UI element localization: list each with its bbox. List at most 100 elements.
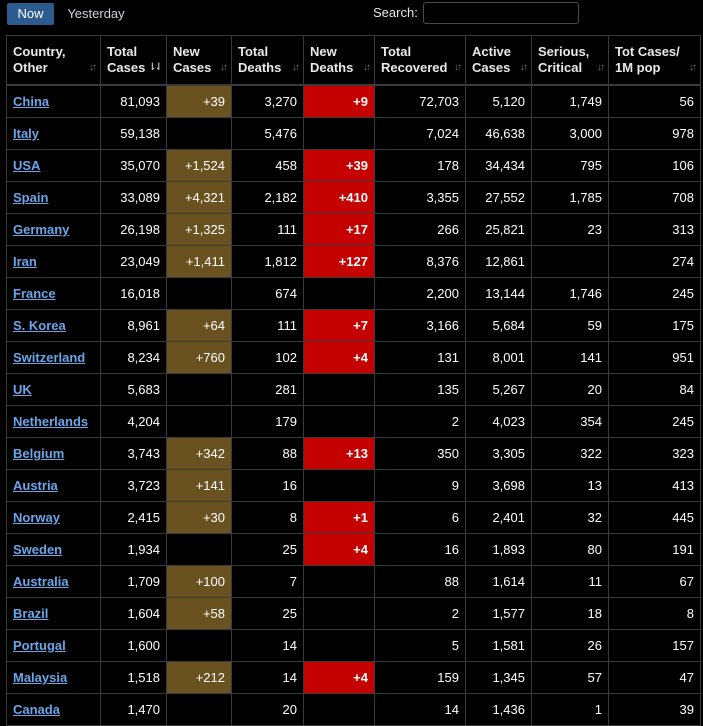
per-million-cell: 245 [608, 277, 701, 310]
active-cases-cell: 1,345 [465, 661, 532, 694]
active-cases-cell: 1,581 [465, 629, 532, 662]
country-link[interactable]: Iran [13, 254, 37, 269]
country-link[interactable]: Germany [13, 222, 70, 237]
country-link[interactable]: Canada [13, 702, 60, 717]
country-link[interactable]: USA [13, 158, 41, 173]
active-cases-cell: 27,552 [465, 181, 532, 214]
col-header-line2: Other [13, 60, 48, 75]
total-cases-cell: 23,049 [100, 245, 167, 278]
per-million-cell: 106 [608, 149, 701, 182]
table-row: Sweden 1,934 25 +4 16 1,893 80 191 [6, 533, 701, 566]
serious-cell: 13 [531, 469, 609, 502]
total-deaths-cell: 20 [231, 693, 304, 726]
col-header-active-cases[interactable]: Active Cases ↓↑ [465, 35, 532, 86]
country-cell: Netherlands [6, 405, 101, 438]
country-link[interactable]: Australia [13, 574, 69, 589]
col-header-line1: Active [472, 44, 512, 59]
col-header-serious-critical[interactable]: Serious, Critical ↓↑ [531, 35, 609, 86]
country-cell: Malaysia [6, 661, 101, 694]
col-header-new-deaths[interactable]: New Deaths ↓↑ [303, 35, 375, 86]
active-cases-cell: 13,144 [465, 277, 532, 310]
country-link[interactable]: Malaysia [13, 670, 68, 685]
per-million-cell: 56 [608, 84, 701, 118]
country-link[interactable]: Norway [13, 510, 60, 525]
tab-yesterday[interactable]: Yesterday [67, 6, 125, 21]
col-header-line2: Cases [173, 60, 212, 75]
country-cell: Switzerland [6, 341, 101, 374]
table-row: France 16,018 674 2,200 13,144 1,746 245 [6, 277, 701, 310]
total-deaths-cell: 14 [231, 661, 304, 694]
new-cases-cell: +760 [166, 341, 232, 374]
total-recovered-cell: 135 [374, 373, 466, 406]
total-deaths-cell: 458 [231, 149, 304, 182]
tab-now[interactable]: Now [7, 3, 54, 25]
col-header-total-deaths[interactable]: Total Deaths ↓↑ [231, 35, 304, 86]
total-cases-cell: 3,723 [100, 469, 167, 502]
col-header-total-cases[interactable]: Total Cases ⇂⇃ [100, 35, 167, 86]
total-deaths-cell: 179 [231, 405, 304, 438]
serious-cell: 57 [531, 661, 609, 694]
col-header-total-recovered[interactable]: Total Recovered ↓↑ [374, 35, 466, 86]
country-link[interactable]: China [13, 94, 50, 109]
total-deaths-cell: 3,270 [231, 84, 304, 118]
total-deaths-cell: 111 [231, 213, 304, 246]
country-link[interactable]: Sweden [13, 542, 63, 557]
new-cases-cell: +30 [166, 501, 232, 534]
country-cell: Germany [6, 213, 101, 246]
total-deaths-cell: 8 [231, 501, 304, 534]
country-link[interactable]: France [13, 286, 56, 301]
col-header-new-cases[interactable]: New Cases ↓↑ [166, 35, 232, 86]
table-row: Netherlands 4,204 179 2 4,023 354 245 [6, 405, 701, 438]
country-link[interactable]: S. Korea [13, 318, 66, 333]
country-link[interactable]: UK [13, 382, 32, 397]
sort-desc-icon: ⇂⇃ [148, 62, 163, 73]
cases-table-container: Country, Other ↓↑ Total Cases ⇂⇃ New Cases ↓↑ … [6, 35, 701, 726]
country-link[interactable]: Portugal [13, 638, 66, 653]
country-cell: USA [6, 149, 101, 182]
col-header-cases-per-million[interactable]: Tot Cases/1M pop ↓↑ [608, 35, 701, 86]
country-link[interactable]: Belgium [13, 446, 65, 461]
country-link[interactable]: Spain [13, 190, 49, 205]
total-cases-cell: 1,470 [100, 693, 167, 726]
total-cases-cell: 8,961 [100, 309, 167, 342]
table-row: Malaysia 1,518 +212 14 +4 159 1,345 57 47 [6, 661, 701, 694]
active-cases-cell: 1,893 [465, 533, 532, 566]
total-deaths-cell: 16 [231, 469, 304, 502]
country-link[interactable]: Switzerland [13, 350, 86, 365]
new-cases-cell [166, 533, 232, 566]
total-cases-cell: 1,604 [100, 597, 167, 630]
col-header-country[interactable]: Country, Other ↓↑ [6, 35, 101, 86]
total-recovered-cell: 7,024 [374, 117, 466, 150]
active-cases-cell: 46,638 [465, 117, 532, 150]
table-row: S. Korea 8,961 +64 111 +7 3,166 5,684 59 175 [6, 309, 701, 342]
country-link[interactable]: Netherlands [13, 414, 89, 429]
total-deaths-cell: 102 [231, 341, 304, 374]
total-recovered-cell: 3,166 [374, 309, 466, 342]
sort-icon: ↓↑ [89, 62, 97, 73]
total-deaths-cell: 1,812 [231, 245, 304, 278]
country-link[interactable]: Austria [13, 478, 58, 493]
active-cases-cell: 1,436 [465, 693, 532, 726]
total-recovered-cell: 16 [374, 533, 466, 566]
new-cases-cell: +100 [166, 565, 232, 598]
country-link[interactable]: Brazil [13, 606, 49, 621]
total-cases-cell: 1,934 [100, 533, 167, 566]
total-deaths-cell: 281 [231, 373, 304, 406]
new-deaths-cell [303, 629, 375, 662]
total-recovered-cell: 72,703 [374, 84, 466, 118]
country-cell: Austria [6, 469, 101, 502]
total-recovered-cell: 2 [374, 597, 466, 630]
search-input[interactable] [423, 2, 579, 24]
per-million-cell: 157 [608, 629, 701, 662]
active-cases-cell: 8,001 [465, 341, 532, 374]
col-header-line1: New [173, 44, 200, 59]
country-cell: Portugal [6, 629, 101, 662]
new-deaths-cell [303, 373, 375, 406]
country-link[interactable]: Italy [13, 126, 40, 141]
serious-cell [531, 245, 609, 278]
col-header-line1: Tot Cases/ [615, 44, 680, 59]
new-cases-cell: +1,524 [166, 149, 232, 182]
new-cases-cell: +141 [166, 469, 232, 502]
new-cases-cell [166, 629, 232, 662]
col-header-line1: New [310, 44, 337, 59]
